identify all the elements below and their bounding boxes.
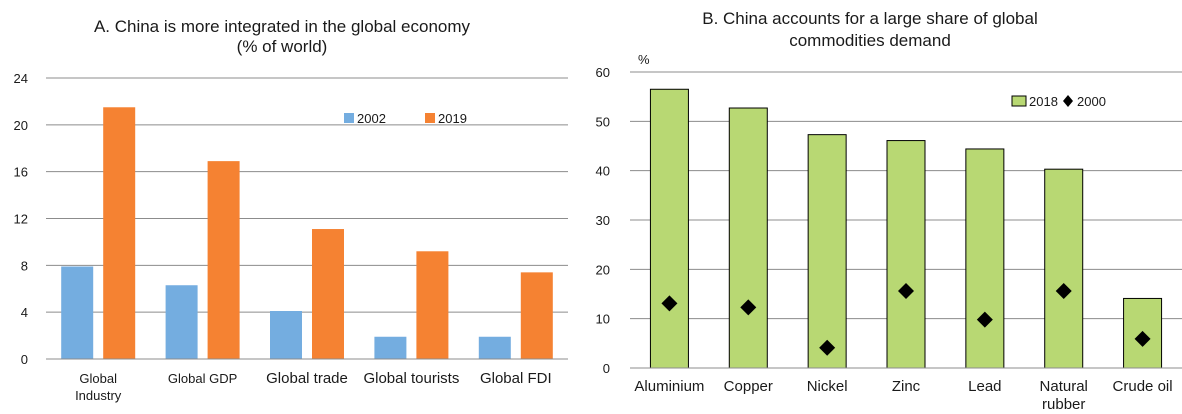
panel-b-y-tick-label: 40 xyxy=(596,164,610,179)
bar-global-industry-2002 xyxy=(61,266,94,359)
panel-b-category-labels: Aluminium Copper Nickel Zinc Lead Naturalrubb… xyxy=(634,378,1172,413)
panel-b-y-axis-unit: % xyxy=(638,52,650,67)
bar-global-trade-2019 xyxy=(312,229,344,359)
category-label-global-tourists: Global tourists xyxy=(363,370,459,387)
bar-aluminium-2018 xyxy=(649,88,689,369)
bar-global-gdp-2002 xyxy=(165,285,198,359)
legend-label-2018: 2018 xyxy=(1029,94,1058,109)
category-label-global-gdp: Global GDP xyxy=(168,371,237,386)
legend-swatch-2018 xyxy=(1011,95,1027,107)
category-label-global-fdi: Global FDI xyxy=(480,370,552,387)
category-label-global-industry: Global xyxy=(79,371,117,386)
bar-global-trade-2002 xyxy=(270,310,302,359)
point-natural-rubber-2000 xyxy=(1055,283,1072,300)
legend-swatch-2019 xyxy=(425,113,435,123)
category-label-natural-rubber: Natural xyxy=(1040,378,1088,395)
category-label-crude-oil: Crude oil xyxy=(1113,378,1173,395)
panel-a-y-tick-label: 12 xyxy=(14,212,28,227)
legend-diamond-2000 xyxy=(1063,95,1073,107)
bar-copper-2018 xyxy=(728,107,768,369)
bar-global-gdp-2019 xyxy=(207,161,240,359)
category-label-zinc: Zinc xyxy=(892,378,921,395)
point-copper-2000 xyxy=(740,299,757,316)
panel-b-title-line-1: B. China accounts for a large share of g… xyxy=(702,9,1037,28)
panel-a-bars xyxy=(61,107,553,359)
bar-global-fdi-2019 xyxy=(520,272,553,359)
point-zinc-2000 xyxy=(898,283,914,300)
panel-a-y-tick-label: 4 xyxy=(21,305,28,320)
bar-nickel-2018 xyxy=(807,134,847,369)
panel-a-title-line-2: (% of world) xyxy=(237,37,328,56)
bar-global-fdi-2002 xyxy=(478,336,511,359)
panel-a-y-tick-label: 8 xyxy=(21,258,28,273)
category-label-nickel: Nickel xyxy=(807,378,848,395)
panel-a-y-tick-label: 20 xyxy=(14,118,28,133)
legend-label-2002: 2002 xyxy=(357,111,386,126)
panel-b-y-tick-label: 60 xyxy=(596,65,610,80)
category-label-global-trade: Global trade xyxy=(266,370,348,387)
panel-b-points xyxy=(661,283,1151,356)
category-label-natural-rubber: rubber xyxy=(1042,396,1085,413)
bar-global-industry-2019 xyxy=(103,107,136,359)
panel-b-legend: 2018 2000 xyxy=(1011,94,1106,109)
panel-a-chart: A. China is more integrated in the globa… xyxy=(14,17,568,403)
legend-swatch-2002 xyxy=(344,113,354,123)
panel-a-y-tick-label: 16 xyxy=(14,165,28,180)
panel-a-y-tick-label: 0 xyxy=(21,352,28,367)
bar-lead-2018 xyxy=(965,148,1005,369)
panel-b-y-tick-label: 10 xyxy=(596,312,610,327)
category-label-aluminium: Aluminium xyxy=(634,378,704,395)
bar-natural-rubber-2018 xyxy=(1044,168,1084,369)
legend-label-2000: 2000 xyxy=(1077,94,1106,109)
category-label-copper: Copper xyxy=(724,378,773,395)
point-crude-oil-2000 xyxy=(1134,330,1151,347)
panel-b-y-tick-label: 0 xyxy=(603,361,610,376)
panel-b-y-tick-label: 20 xyxy=(596,262,610,277)
panel-b-chart: B. China accounts for a large share of g… xyxy=(596,9,1182,413)
panel-a-y-tick-label: 24 xyxy=(14,71,28,86)
panel-a-title-line-1: A. China is more integrated in the globa… xyxy=(94,17,471,36)
category-label-global-industry: Industry xyxy=(75,388,122,403)
panel-b-y-tick-label: 50 xyxy=(596,114,610,129)
panel-a-legend: 2002 2019 xyxy=(344,111,467,126)
point-aluminium-2000 xyxy=(661,295,678,312)
panel-a-y-tick-labels: 0 4 8 12 16 20 24 xyxy=(14,71,28,367)
bar-zinc-2018 xyxy=(886,140,926,369)
point-lead-2000 xyxy=(976,311,993,328)
panel-b-y-tick-label: 30 xyxy=(596,213,610,228)
panel-b-bars xyxy=(649,88,1163,369)
legend-label-2019: 2019 xyxy=(438,111,467,126)
bar-global-tourists-2002 xyxy=(374,336,407,359)
bar-global-tourists-2019 xyxy=(416,251,449,359)
panel-a-category-labels: Global Industry Global GDP Global trade Glob… xyxy=(75,370,552,403)
point-nickel-2000 xyxy=(819,339,836,356)
panel-b-title-line-2: commodities demand xyxy=(789,31,951,50)
panel-b-y-tick-labels: 0 10 20 30 40 50 60 xyxy=(596,65,610,376)
category-label-lead: Lead xyxy=(968,378,1001,395)
